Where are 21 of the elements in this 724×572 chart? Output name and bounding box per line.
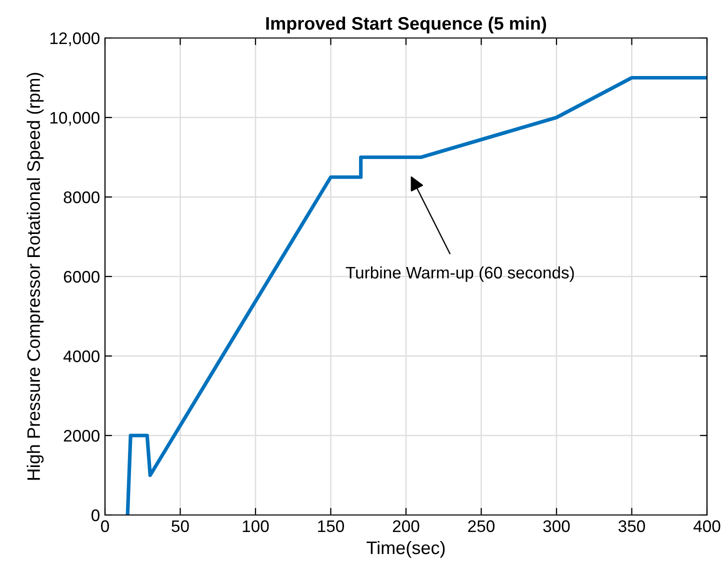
y-tick-label: 6000 <box>64 270 100 283</box>
y-tick-label: 8000 <box>64 191 100 204</box>
y-tick-label: 4000 <box>63 350 100 362</box>
x-tick-label: 200 <box>392 520 420 532</box>
y-tick-label: 2000 <box>64 430 100 442</box>
x-tick-label: 350 <box>618 520 646 532</box>
x-tick-label: 250 <box>468 520 495 532</box>
line-series <box>126 76 707 515</box>
x-tick-label: 100 <box>242 520 269 532</box>
x-tick-label: 400 <box>693 520 720 532</box>
y-tick-label: 12,000 <box>50 32 100 46</box>
y-tick-label: 0 <box>92 509 100 522</box>
x-tick-label: 50 <box>172 520 189 532</box>
x-tick-label: 300 <box>543 520 570 532</box>
y-axis-title: High Pressure Compressor Rotational Speed (rpm) <box>26 72 44 480</box>
y-tick-label: 10,000 <box>50 112 100 126</box>
x-tick-label: 0 <box>101 520 109 532</box>
x-axis-title: Time(sec) <box>366 540 445 558</box>
annotation: Turbine Warm-up (60 seconds) <box>346 266 574 282</box>
x-tick-label: 150 <box>318 520 344 532</box>
chart-title: Improved Start Sequence (5 min) <box>266 16 546 34</box>
